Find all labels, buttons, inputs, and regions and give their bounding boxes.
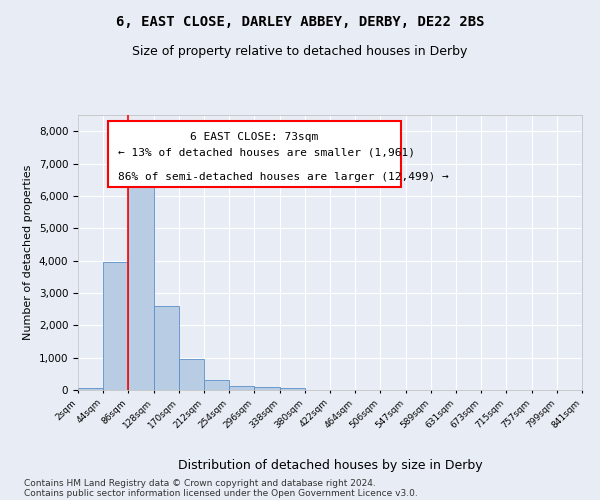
- Bar: [229, 386, 254, 390]
- Bar: [128, 176, 154, 390]
- Text: 86% of semi-detached houses are larger (12,499) →: 86% of semi-detached houses are larger (…: [118, 172, 449, 181]
- Text: 6 EAST CLOSE: 73sqm: 6 EAST CLOSE: 73sqm: [190, 132, 319, 141]
- Bar: [154, 306, 179, 390]
- Bar: [254, 387, 280, 390]
- Text: ← 13% of detached houses are smaller (1,961): ← 13% of detached houses are smaller (1,…: [118, 147, 415, 157]
- Text: 6, EAST CLOSE, DARLEY ABBEY, DERBY, DE22 2BS: 6, EAST CLOSE, DARLEY ABBEY, DERBY, DE22…: [116, 15, 484, 29]
- Bar: [280, 388, 305, 390]
- Text: Size of property relative to detached houses in Derby: Size of property relative to detached ho…: [133, 45, 467, 58]
- Text: Distribution of detached houses by size in Derby: Distribution of detached houses by size …: [178, 460, 482, 472]
- Bar: [204, 380, 229, 390]
- Text: Contains public sector information licensed under the Open Government Licence v3: Contains public sector information licen…: [24, 488, 418, 498]
- Bar: [179, 360, 204, 390]
- Text: Contains HM Land Registry data © Crown copyright and database right 2024.: Contains HM Land Registry data © Crown c…: [24, 478, 376, 488]
- Y-axis label: Number of detached properties: Number of detached properties: [23, 165, 33, 340]
- Bar: [103, 262, 128, 390]
- Bar: [78, 388, 103, 390]
- FancyBboxPatch shape: [108, 120, 401, 186]
